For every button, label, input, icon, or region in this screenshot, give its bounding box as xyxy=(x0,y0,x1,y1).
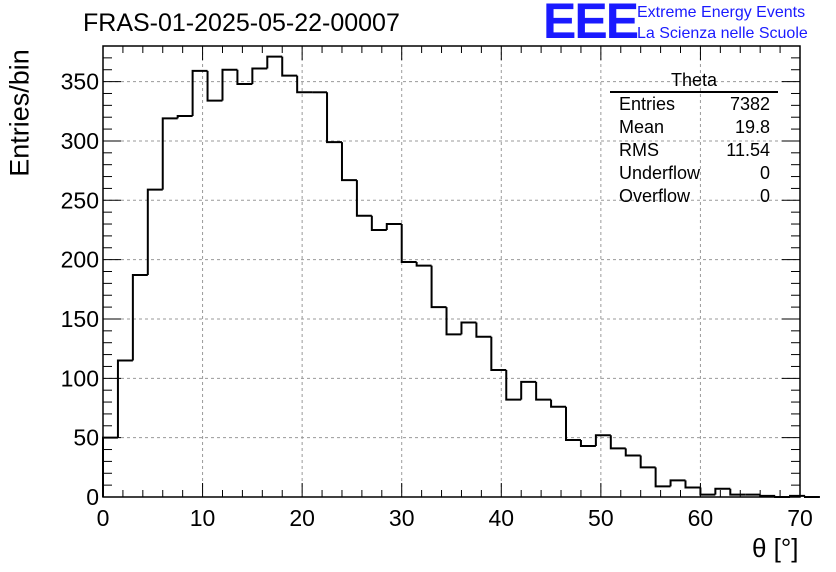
histogram-bin xyxy=(131,274,148,361)
stat-row-rms: RMS 11.54 xyxy=(610,139,778,162)
x-tick-label: 70 xyxy=(787,505,813,531)
histogram-bin xyxy=(116,359,133,438)
eee-logo: EEE xyxy=(543,0,639,49)
histogram-bin xyxy=(535,381,552,401)
stat-label: Underflow xyxy=(619,163,701,183)
y-tick-label: 0 xyxy=(86,484,99,510)
histogram-bin xyxy=(326,92,342,144)
stat-label: Mean xyxy=(619,117,665,137)
stats-box: Theta Entries 7382 Mean 19.8 RMS 11.54 U… xyxy=(610,70,778,208)
chart-title: FRAS-01-2025-05-22-00007 xyxy=(83,9,400,37)
histogram-bin xyxy=(161,117,178,190)
y-tick-label: 350 xyxy=(61,69,99,95)
histogram-bin xyxy=(236,69,253,85)
y-tick-label: 250 xyxy=(61,187,99,213)
histogram-bin xyxy=(759,494,776,497)
histogram-bin xyxy=(594,434,611,446)
histogram-bin xyxy=(355,180,372,217)
stat-value: 7382 xyxy=(729,94,770,114)
stat-value: 19.8 xyxy=(734,117,770,137)
x-axis-label: θ [°] xyxy=(752,533,799,563)
stat-row-overflow: Overflow 0 xyxy=(610,185,778,208)
histogram-bin xyxy=(609,435,626,450)
x-tick-label: 50 xyxy=(588,505,614,531)
brand-name: Extreme Energy Events xyxy=(637,4,806,21)
histogram-bin xyxy=(520,380,537,400)
histogram-bin xyxy=(445,307,462,336)
histogram-bin xyxy=(639,455,656,469)
stat-row-entries: Entries 7382 xyxy=(610,93,778,116)
histogram-bin xyxy=(729,488,746,496)
stat-row-underflow: Underflow 0 xyxy=(610,162,778,185)
histogram-bin xyxy=(550,399,567,408)
y-axis-label: Entries/bin xyxy=(4,49,35,177)
histogram-bin xyxy=(385,223,402,230)
x-tick-label: 60 xyxy=(688,505,714,531)
histogram-bin xyxy=(714,487,731,495)
stat-label: RMS xyxy=(619,140,659,160)
histogram-bin xyxy=(206,70,223,102)
histogram-bin xyxy=(565,406,581,442)
histogram-bin xyxy=(266,55,283,69)
histogram-bin xyxy=(579,440,596,447)
histogram-bin xyxy=(102,436,118,497)
x-tick-label: 0 xyxy=(97,505,110,531)
histogram-bin xyxy=(176,115,193,119)
histogram-bin xyxy=(490,336,507,372)
histogram-bin xyxy=(684,480,701,489)
histogram-bin xyxy=(340,142,357,182)
x-tick-label: 20 xyxy=(289,505,315,531)
y-tick-label: 200 xyxy=(61,247,99,273)
x-tick-label: 10 xyxy=(190,505,216,531)
histogram-bin xyxy=(654,467,671,488)
y-tick-label: 100 xyxy=(61,365,99,391)
stat-label: Overflow xyxy=(619,186,691,206)
histogram-bin xyxy=(669,479,686,487)
histogram-bin xyxy=(624,448,641,457)
brand-subtitle: La Scienza nelle Scuole xyxy=(637,25,808,42)
histogram-bin xyxy=(191,69,208,117)
histogram-bin xyxy=(803,495,820,498)
y-tick-label: 300 xyxy=(61,128,99,154)
histogram-bin xyxy=(415,262,432,267)
histogram-bin xyxy=(370,215,387,231)
histogram-bin xyxy=(430,265,447,309)
stat-value: 0 xyxy=(759,186,770,206)
histogram-bin xyxy=(146,188,163,276)
histogram-bin xyxy=(296,75,313,94)
x-tick-label: 40 xyxy=(488,505,514,531)
histogram-bin xyxy=(221,68,238,101)
stat-value: 0 xyxy=(759,163,770,183)
y-tick-label: 150 xyxy=(61,306,99,332)
histogram-bin xyxy=(505,370,522,401)
histogram-bin xyxy=(400,224,417,264)
histogram-bin xyxy=(475,322,492,338)
stat-row-mean: Mean 19.8 xyxy=(610,116,778,139)
stat-label: Entries xyxy=(619,94,676,114)
histogram-bin xyxy=(251,67,268,84)
histogram-bin xyxy=(460,321,477,335)
stats-title: Theta xyxy=(610,70,778,93)
x-tick-label: 30 xyxy=(389,505,415,531)
stat-value: 11.54 xyxy=(726,140,770,160)
histogram-bin xyxy=(699,487,716,496)
histogram-bin xyxy=(281,56,298,77)
y-tick-label: 50 xyxy=(73,425,99,451)
